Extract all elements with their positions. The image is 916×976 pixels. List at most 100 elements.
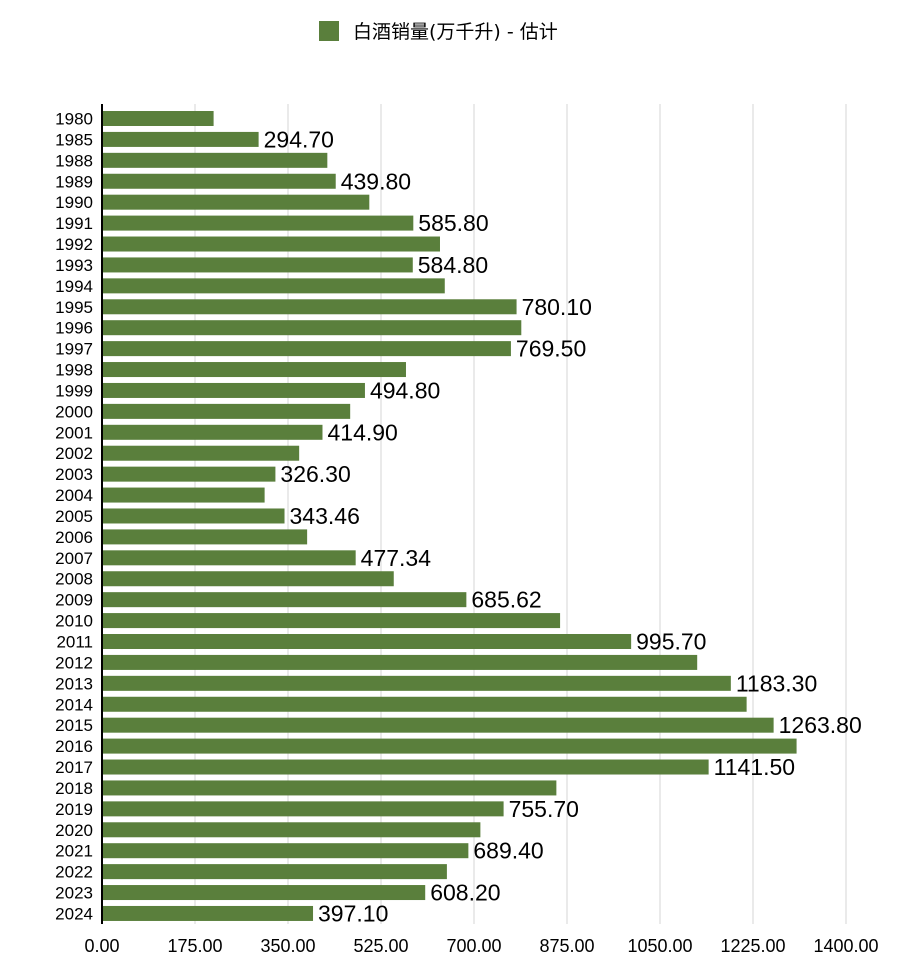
data-label: 995.70 <box>636 629 706 655</box>
category-label: 2018 <box>55 779 93 798</box>
bar-2009 <box>103 592 467 608</box>
category-label: 2023 <box>55 884 93 903</box>
category-label: 2022 <box>55 863 93 882</box>
x-tick-label: 175.00 <box>167 936 222 956</box>
bar-2015 <box>103 717 774 733</box>
x-tick-label: 1050.00 <box>627 936 692 956</box>
category-label: 2003 <box>55 465 93 484</box>
category-label: 2010 <box>55 612 93 631</box>
category-label: 1988 <box>55 151 93 170</box>
bar-2004 <box>103 487 265 503</box>
category-label: 1997 <box>55 340 93 359</box>
bar-1991 <box>103 215 414 231</box>
bar-2007 <box>103 550 356 566</box>
bar-2006 <box>103 529 308 545</box>
bar-2022 <box>103 864 447 880</box>
bar-2000 <box>103 403 351 419</box>
category-label: 1999 <box>55 381 93 400</box>
bar-1994 <box>103 278 445 294</box>
bar-2002 <box>103 445 300 461</box>
data-label: 343.46 <box>290 503 360 529</box>
bar-1996 <box>103 320 522 336</box>
data-label: 1141.50 <box>714 754 795 780</box>
x-tick-label: 525.00 <box>353 936 408 956</box>
data-label: 494.80 <box>370 377 440 403</box>
data-label: 769.50 <box>516 336 586 362</box>
bar-2017 <box>103 759 709 775</box>
x-axis-tick-labels: 0.00 175.00 350.00 525.00 700.00 875.00 1050.0… <box>84 936 878 956</box>
data-labels: 294.70 439.80 585.80 584.80 780.10 769.50 494.… <box>264 126 862 926</box>
data-label: 689.40 <box>473 838 543 864</box>
category-label: 2013 <box>55 674 93 693</box>
category-label: 1991 <box>55 214 93 233</box>
data-label: 780.10 <box>522 294 592 320</box>
x-tick-label: 350.00 <box>260 936 315 956</box>
bar-1998 <box>103 362 406 378</box>
category-label: 1993 <box>55 256 93 275</box>
x-tick-label: 875.00 <box>539 936 594 956</box>
bar-2023 <box>103 885 426 901</box>
x-tick-label: 0.00 <box>84 936 119 956</box>
category-label: 2011 <box>56 633 93 652</box>
bar-2013 <box>103 675 731 691</box>
bar-2003 <box>103 466 276 482</box>
data-label: 585.80 <box>418 210 488 236</box>
category-label: 1998 <box>55 361 93 380</box>
category-label: 1992 <box>55 235 93 254</box>
bar-1989 <box>103 173 336 189</box>
bars <box>103 111 797 921</box>
data-label: 584.80 <box>418 252 488 278</box>
data-label: 685.62 <box>471 587 541 613</box>
category-label: 2007 <box>55 549 93 568</box>
bar-1990 <box>103 194 370 210</box>
category-label: 2016 <box>55 737 93 756</box>
bar-2008 <box>103 571 394 587</box>
x-tick-label: 700.00 <box>446 936 501 956</box>
category-label: 2014 <box>55 695 93 714</box>
legend-label: 白酒销量(万千升) - 估计 <box>353 21 558 43</box>
x-tick-label: 1225.00 <box>720 936 785 956</box>
category-label: 2017 <box>55 758 93 777</box>
bar-1980 <box>103 111 214 126</box>
bar-2019 <box>103 801 504 817</box>
category-label: 1980 <box>55 110 93 129</box>
legend: 白酒销量(万千升) - 估计 <box>319 21 558 43</box>
data-label: 1183.30 <box>736 670 817 696</box>
category-label: 1989 <box>55 172 93 191</box>
category-label: 2015 <box>55 716 93 735</box>
category-label: 2020 <box>55 821 93 840</box>
data-label: 1263.80 <box>779 712 862 738</box>
bar-1999 <box>103 382 365 398</box>
bar-2005 <box>103 508 285 524</box>
data-label: 294.70 <box>264 126 334 152</box>
category-label: 2006 <box>55 528 93 547</box>
category-label: 1990 <box>55 193 93 212</box>
category-label: 2021 <box>55 842 93 861</box>
category-label: 1995 <box>55 298 93 317</box>
data-label: 608.20 <box>430 880 500 906</box>
category-label: 2024 <box>55 904 93 923</box>
bar-2010 <box>103 613 561 629</box>
x-tick-label: 1400.00 <box>813 936 878 956</box>
bar-1995 <box>103 299 517 315</box>
bar-1992 <box>103 236 440 252</box>
bar-2001 <box>103 424 323 440</box>
category-label: 2009 <box>55 591 93 610</box>
category-label: 2000 <box>55 402 93 421</box>
category-label: 2012 <box>55 653 93 672</box>
data-label: 755.70 <box>509 796 579 822</box>
bar-2021 <box>103 843 469 859</box>
bar-1988 <box>103 152 328 168</box>
category-label: 2002 <box>55 444 93 463</box>
bar-2012 <box>103 654 698 670</box>
category-label: 2005 <box>55 507 93 526</box>
bar-2020 <box>103 822 481 838</box>
category-label: 1985 <box>55 130 93 149</box>
data-label: 326.30 <box>280 461 350 487</box>
bar-2011 <box>103 634 632 649</box>
data-label: 439.80 <box>341 168 411 194</box>
category-label: 1994 <box>55 277 93 296</box>
bar-2016 <box>103 738 797 754</box>
data-label: 414.90 <box>327 419 397 445</box>
